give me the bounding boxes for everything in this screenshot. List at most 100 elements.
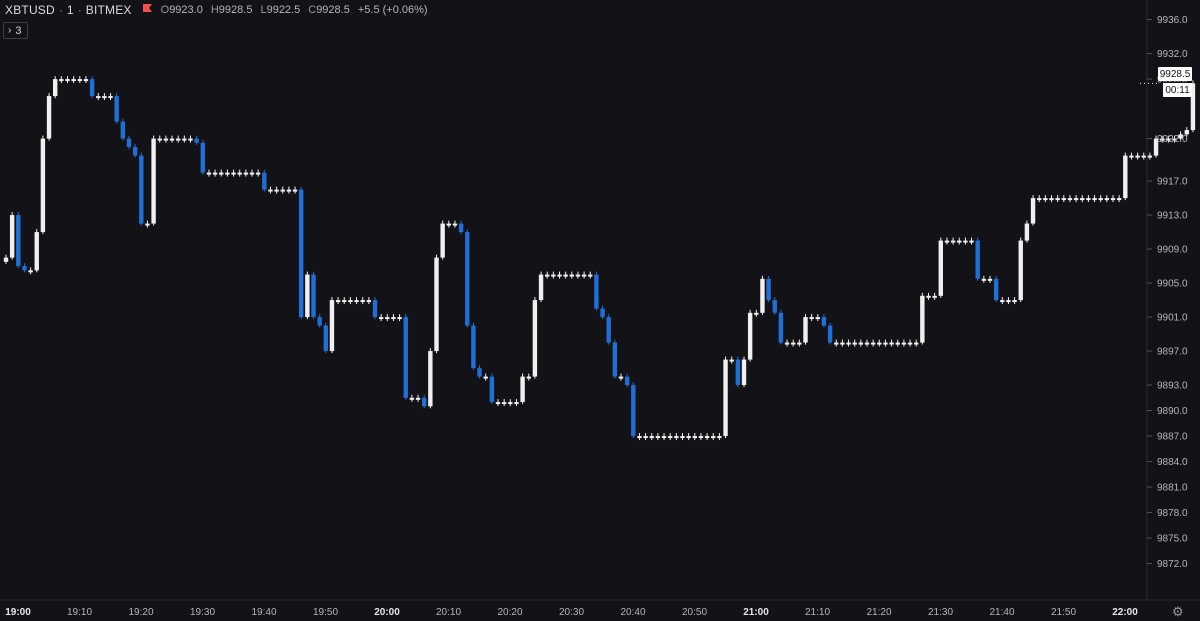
candle [483,376,488,379]
candle [366,300,372,303]
candle [680,436,685,439]
candle [920,295,925,343]
candle [569,274,574,277]
candle [1116,198,1122,201]
candle [28,270,33,273]
price-axis[interactable]: 9936.09932.09928.59922.09917.09913.09909… [1146,0,1188,600]
candle [895,342,900,345]
candle [501,402,507,405]
candle [96,96,101,99]
time-tick-label: 20:00 [374,607,400,618]
symbol-name[interactable]: XBTUSD [5,3,55,17]
candle [957,240,962,243]
candle [840,342,845,345]
candle [944,240,950,243]
candle [514,402,519,405]
candle [139,155,144,224]
candles-layer [3,76,1196,441]
candle [674,436,679,439]
flag-icon[interactable] [142,3,153,17]
candle [53,79,58,97]
candle [852,342,857,345]
price-tick-label: 9881.0 [1157,483,1188,494]
candle [255,172,261,175]
time-tick-label: 20:40 [620,607,645,618]
candle [809,317,814,320]
ohlc-open: O9923.0 [161,4,203,16]
candle [987,278,993,281]
candle [292,189,298,192]
candle [1012,300,1017,303]
candle [803,317,808,343]
candle [495,402,501,405]
candle [9,215,15,258]
candle [1135,155,1140,158]
candle [692,436,697,439]
candle [1172,138,1177,141]
candle [618,376,624,379]
candle [711,436,716,439]
candle [34,232,39,271]
candle [1190,83,1196,131]
candle [391,317,396,320]
candle [16,215,21,267]
candle [1104,198,1110,201]
candle [1092,198,1097,201]
candle [132,147,138,156]
candle [446,223,451,226]
close-value: 9928.5 [316,4,350,16]
candle [704,436,710,439]
interval[interactable]: 1 [66,3,74,17]
price-tick-label: 9872.0 [1157,559,1188,570]
candle [225,172,230,175]
candle [145,223,150,226]
candle [1086,198,1091,201]
candle [188,138,193,141]
candle [108,96,113,99]
candle [668,436,673,439]
candle [372,300,378,318]
candle [59,79,64,82]
candle [385,317,390,320]
candle [649,436,654,439]
candle [981,278,987,281]
time-tick-label: 22:00 [1112,607,1138,618]
candle [219,172,224,175]
indicator-toggle-button[interactable]: › 3 [3,22,29,39]
candle [754,312,759,315]
candle [778,312,784,343]
exchange-name: BITMEX [85,3,132,17]
chart-header: XBTUSD · 1 · BITMEX O9923.0 H9928.5 L992… [5,3,428,17]
candle [1049,198,1054,201]
candle [489,376,495,403]
header-separator: · [77,3,82,17]
candle [102,96,107,99]
open-label: O [160,4,170,16]
candle [538,274,544,301]
candle [243,172,249,175]
time-tick-label: 19:00 [5,607,31,618]
candle [1166,138,1171,141]
candle [975,240,980,279]
candle [440,223,445,258]
candle [323,325,328,352]
time-tick-label: 20:30 [559,607,584,618]
gear-icon[interactable]: ⚙ [1172,604,1184,619]
candle [1184,130,1189,135]
candle [846,342,851,345]
ohlc-close: C9928.5 [308,4,350,16]
candle [594,274,599,309]
candle [286,189,292,192]
candle [1043,198,1048,201]
price-tick-label: 9887.0 [1157,432,1188,443]
candle [1006,300,1011,303]
candle [169,138,175,141]
candle [729,359,734,362]
chevron-right-icon: › [8,25,12,36]
candle [1067,198,1073,201]
candle [815,317,820,320]
time-axis[interactable]: 19:00 19:10 19:20 19:30 19:40 19:50 20:00 20:10… [0,599,1200,618]
candle [237,172,242,175]
